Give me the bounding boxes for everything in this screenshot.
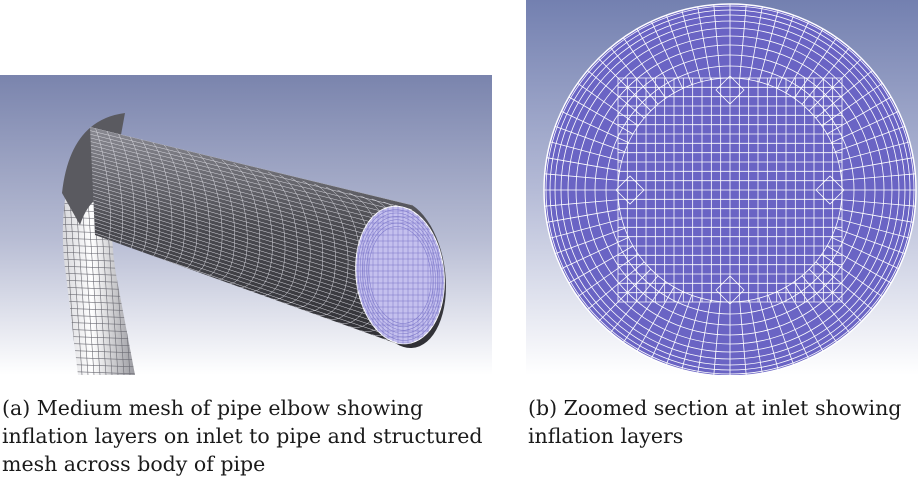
figure-panel-b — [526, 0, 918, 375]
caption-panel-b: (b) Zoomed section at inlet showing infl… — [528, 396, 902, 448]
inlet-face — [350, 201, 450, 349]
pipe-elbow-mesh-image — [0, 75, 492, 375]
caption-panel-a: (a) Medium mesh of pipe elbow showing in… — [2, 396, 483, 476]
figure-panel-a — [0, 75, 492, 375]
inlet-section-mesh-image — [526, 0, 918, 375]
